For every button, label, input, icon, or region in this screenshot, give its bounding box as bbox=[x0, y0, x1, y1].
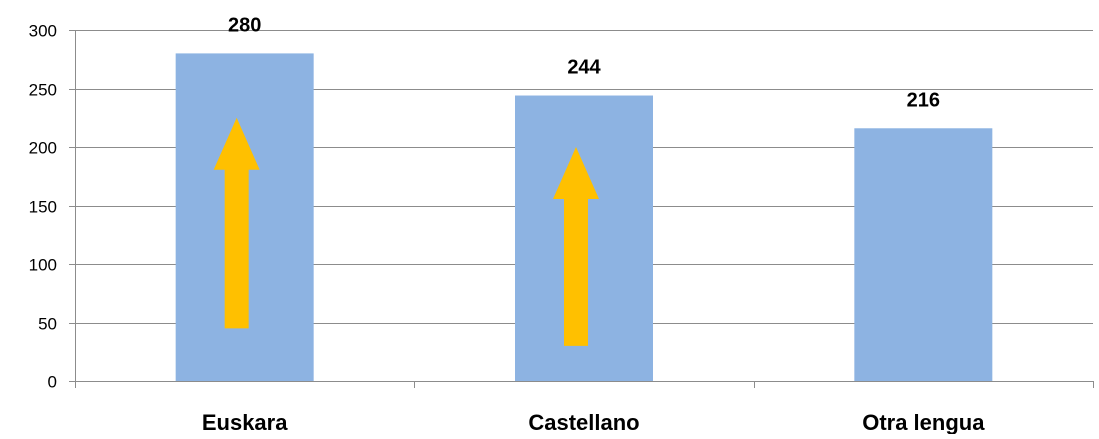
y-tick-label: 300 bbox=[29, 22, 57, 41]
x-tick-label: Castellano bbox=[528, 410, 639, 434]
y-tick-label: 100 bbox=[29, 256, 57, 275]
x-tick-label: Otra lengua bbox=[862, 410, 985, 434]
up-arrow-icon bbox=[213, 117, 260, 329]
axes bbox=[69, 30, 1094, 388]
y-tick-label: 150 bbox=[29, 198, 57, 217]
y-tick-label: 200 bbox=[29, 139, 57, 158]
y-tick-label: 0 bbox=[48, 373, 57, 392]
annotations bbox=[213, 117, 599, 346]
bars bbox=[175, 53, 993, 382]
y-tick-label: 250 bbox=[29, 81, 57, 100]
bar-otra-lengua bbox=[854, 128, 993, 381]
labels: 0 50 100 150 200 250 300 280 Euskara 244 Castellan… bbox=[29, 14, 986, 435]
y-tick-label: 50 bbox=[38, 315, 57, 334]
data-label: 280 bbox=[228, 14, 261, 36]
data-label: 244 bbox=[567, 57, 601, 79]
up-arrow-icon bbox=[553, 147, 599, 346]
data-label: 216 bbox=[907, 89, 940, 111]
x-tick-label: Euskara bbox=[202, 410, 288, 434]
